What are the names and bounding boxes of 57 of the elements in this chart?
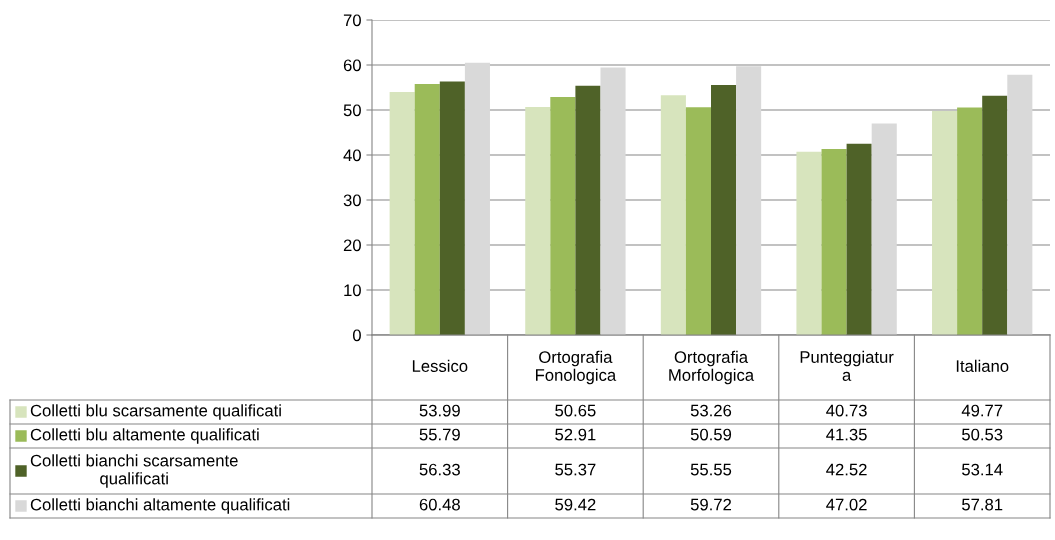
bar [525, 107, 551, 335]
bar [932, 111, 958, 335]
y-tick-label: 20 [343, 239, 361, 252]
bar [550, 96, 576, 335]
bar [982, 95, 1008, 335]
legend-label: Colletti bianchi altamente qualificati [30, 498, 290, 514]
y-tick-label: 10 [344, 284, 361, 297]
x-tick-label: Ortografia Fonologica [536, 350, 617, 385]
x-tick-label: Italiano [956, 359, 1009, 372]
data-label: 55.55 [690, 463, 732, 476]
data-label: 59.42 [555, 498, 596, 511]
y-tick-label: 0 [352, 329, 361, 342]
bar [414, 83, 440, 335]
bar [464, 62, 490, 335]
legend-label: Colletti bianchi scarsamente qualificati [30, 454, 238, 488]
x-tick-label: Punteggiatur a [800, 350, 894, 381]
data-label: 50.59 [690, 428, 732, 441]
data-label: 55.79 [419, 428, 460, 441]
y-tick-label: 50 [343, 104, 361, 117]
bar [846, 143, 872, 335]
y-tick-label: 60 [343, 59, 361, 72]
data-label: 41.35 [826, 428, 867, 441]
y-tick-label: 40 [343, 149, 361, 162]
data-label: 53.14 [962, 463, 1003, 476]
data-label: 47.02 [826, 498, 867, 511]
y-tick-label: 70 [343, 14, 361, 27]
bar [389, 92, 415, 335]
bar [957, 107, 983, 335]
data-label: 50.65 [555, 404, 596, 417]
data-label: 53.26 [690, 404, 732, 417]
bar [685, 107, 711, 335]
legend-label: Colletti blu scarsamente qualificati [30, 404, 281, 420]
data-label: 60.48 [419, 498, 460, 511]
bar [600, 67, 626, 335]
bar [796, 151, 822, 335]
bar [1007, 74, 1033, 335]
data-label: 53.99 [419, 404, 460, 417]
bar [575, 85, 601, 335]
data-label: 50.53 [962, 428, 1003, 441]
data-label: 40.73 [826, 404, 867, 417]
y-tick-label: 30 [343, 194, 361, 207]
data-label: 42.52 [826, 463, 867, 476]
data-label: 59.72 [690, 498, 732, 511]
bar [736, 66, 762, 335]
bar [439, 81, 465, 335]
x-tick-label: Ortografia Morfologica [669, 350, 755, 385]
x-tick-label: Lessico [412, 359, 468, 372]
bar [711, 85, 737, 335]
data-label: 49.77 [961, 404, 1003, 417]
data-label: 52.91 [555, 428, 596, 441]
data-label: 57.81 [962, 498, 1003, 511]
legend-label: Colletti blu altamente qualificati [30, 428, 259, 444]
bar [660, 95, 686, 335]
bar [871, 123, 897, 335]
data-label: 56.33 [419, 463, 460, 476]
bar [821, 148, 847, 335]
data-label: 55.37 [555, 463, 596, 476]
